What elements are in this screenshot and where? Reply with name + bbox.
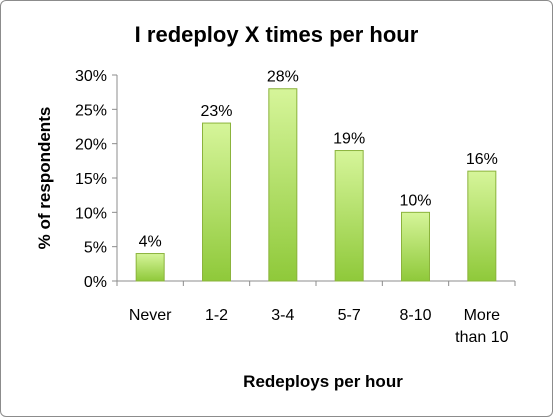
x-tick-label-line: than 10 (455, 329, 508, 346)
data-label: 19% (333, 131, 365, 148)
bar (202, 122, 231, 282)
x-axis-title: Redeploys per hour (243, 372, 403, 391)
x-tick-label-line: 1-2 (205, 307, 228, 324)
chart-title: I redeploy X times per hour (134, 22, 419, 47)
data-label: 4% (139, 234, 162, 251)
y-tick-label: 25% (75, 102, 107, 119)
bar (467, 170, 497, 282)
y-tick-label: 10% (75, 205, 107, 222)
y-tick-label: 0% (84, 274, 107, 291)
x-tick-label-line: 8-10 (399, 307, 431, 324)
bar (268, 88, 298, 282)
x-tick-label-line: More (464, 307, 501, 324)
x-tick-label-line: 5-7 (338, 307, 361, 324)
y-tick-label: 5% (84, 240, 107, 257)
y-tick-label: 15% (75, 171, 107, 188)
x-tick-label: Never (129, 307, 172, 324)
data-label: 23% (200, 103, 232, 120)
data-label: 28% (267, 69, 299, 86)
bar (135, 253, 165, 282)
x-tick-label: 5-7 (338, 307, 361, 324)
bar (334, 150, 364, 282)
x-tick-label: 1-2 (205, 307, 228, 324)
data-label: 10% (399, 192, 431, 209)
x-tick-label: 3-4 (271, 307, 294, 324)
x-tick-label: More than 10 (455, 307, 508, 346)
y-tick-label: 20% (75, 137, 107, 154)
y-tick-label: 30% (75, 68, 107, 85)
y-axis-title: % of respondents (35, 107, 54, 250)
x-tick-label: 8-10 (399, 307, 431, 324)
x-tick-label-line: 3-4 (271, 307, 294, 324)
x-tick-label-line: Never (129, 307, 172, 324)
data-label: 16% (466, 151, 498, 168)
bar (401, 211, 430, 282)
